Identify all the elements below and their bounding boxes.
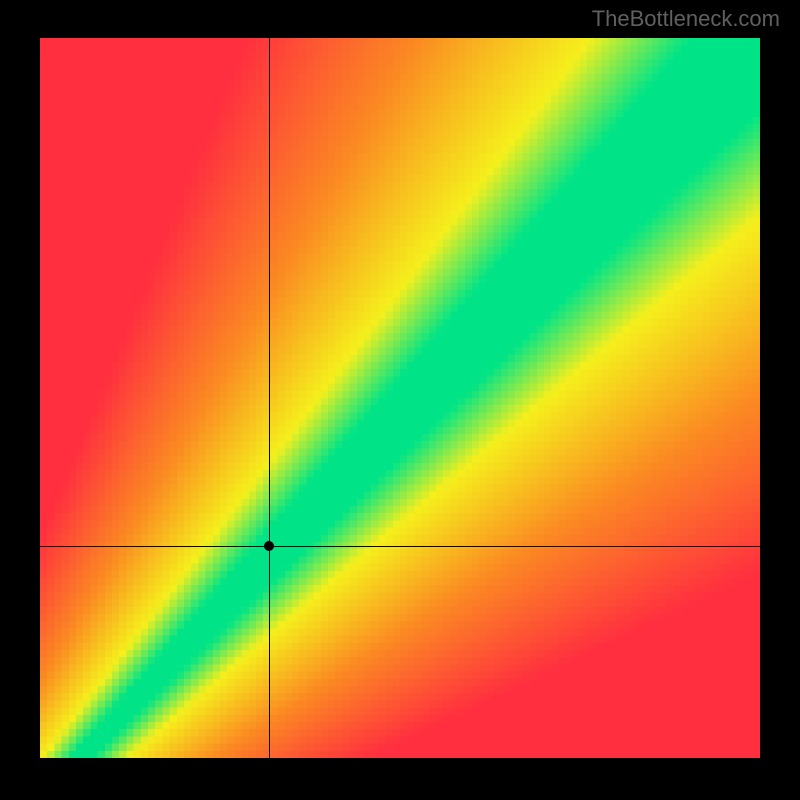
crosshair-vertical-line bbox=[269, 38, 270, 758]
crosshair-horizontal-line bbox=[40, 546, 760, 547]
selection-marker-dot bbox=[264, 541, 274, 551]
heatmap-canvas bbox=[40, 38, 760, 758]
bottleneck-heatmap bbox=[40, 38, 760, 758]
watermark-text: TheBottleneck.com bbox=[592, 6, 780, 32]
